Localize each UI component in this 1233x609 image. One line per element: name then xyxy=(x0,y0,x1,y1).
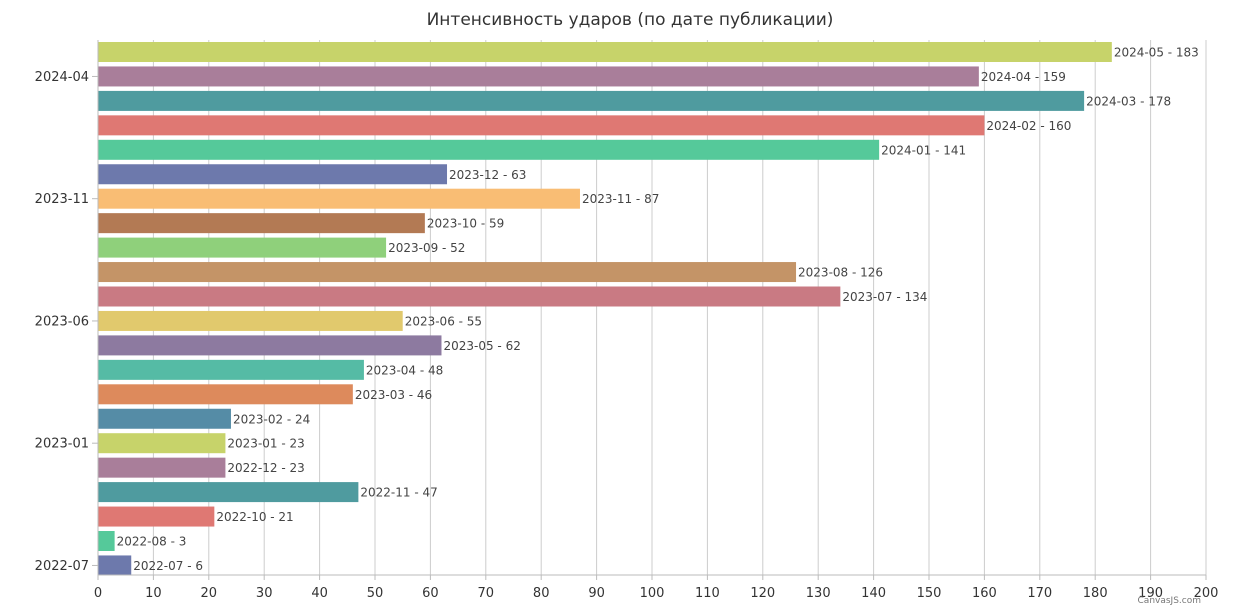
x-tick-label: 40 xyxy=(311,586,328,601)
x-tick-label: 180 xyxy=(1083,586,1108,601)
bar-2023-09[interactable] xyxy=(98,237,387,258)
bar-2023-07[interactable] xyxy=(98,286,841,307)
data-label-2024-01: 2024-01 - 141 xyxy=(881,143,966,157)
data-label-2023-01: 2023-01 - 23 xyxy=(227,437,304,451)
data-label-2023-07: 2023-07 - 134 xyxy=(842,290,927,304)
data-label-2023-09: 2023-09 - 52 xyxy=(388,241,465,255)
y-tick-label: 2024-04 xyxy=(35,70,89,85)
data-label-2022-10: 2022-10 - 21 xyxy=(216,510,293,524)
data-labels: 2024-05 - 183 2024-04 - 159 2024-03 - 178 2… xyxy=(117,46,1199,573)
data-label-2023-06: 2023-06 - 55 xyxy=(405,314,482,328)
data-label-2022-12: 2022-12 - 23 xyxy=(227,461,304,475)
bar-2022-10[interactable] xyxy=(98,506,215,527)
data-label-2022-11: 2022-11 - 47 xyxy=(360,486,437,500)
x-tick-label: 90 xyxy=(588,586,605,601)
bar-2023-10[interactable] xyxy=(98,213,425,234)
bar-2023-02[interactable] xyxy=(98,408,231,429)
bar-2023-04[interactable] xyxy=(98,359,364,380)
bar-2023-01[interactable] xyxy=(98,433,226,454)
x-tick-label: 30 xyxy=(256,586,273,601)
x-tick-label: 100 xyxy=(640,586,665,601)
data-label-2024-02: 2024-02 - 160 xyxy=(986,119,1071,133)
y-tick-label: 2023-01 xyxy=(35,437,89,452)
x-tick-label: 70 xyxy=(478,586,495,601)
x-tick-label: 20 xyxy=(201,586,218,601)
x-tick-label: 130 xyxy=(806,586,831,601)
data-label-2024-05: 2024-05 - 183 xyxy=(1114,46,1199,60)
x-tick-label: 110 xyxy=(695,586,720,601)
x-tick-label: 200 xyxy=(1194,586,1219,601)
bar-2024-05[interactable] xyxy=(98,42,1112,62)
y-axis: 2024-04 2023-11 2023-06 2023-01 2022-07 xyxy=(35,40,99,575)
bar-2022-08[interactable] xyxy=(98,531,115,551)
data-label-2023-12: 2023-12 - 63 xyxy=(449,168,526,182)
bar-2024-01[interactable] xyxy=(98,139,880,160)
data-label-2024-04: 2024-04 - 159 xyxy=(981,70,1066,84)
data-label-2023-03: 2023-03 - 46 xyxy=(355,388,432,402)
x-tick-label: 80 xyxy=(533,586,550,601)
chart-title: Интенсивность ударов (по дате публикации… xyxy=(427,10,834,30)
data-label-2023-04: 2023-04 - 48 xyxy=(366,363,443,377)
x-tick-label: 120 xyxy=(750,586,775,601)
x-tick-label: 50 xyxy=(367,586,384,601)
data-label-2022-08: 2022-08 - 3 xyxy=(117,535,187,549)
y-tick-label: 2023-11 xyxy=(35,192,89,207)
x-axis: 0 10 20 30 40 50 60 70 80 90 100 110 120 130 140 150 160… xyxy=(94,574,1219,601)
bar-2024-02[interactable] xyxy=(98,115,985,136)
data-label-2023-08: 2023-08 - 126 xyxy=(798,266,883,280)
bar-2023-11[interactable] xyxy=(98,188,580,209)
x-tick-label: 140 xyxy=(861,586,886,601)
data-label-2023-05: 2023-05 - 62 xyxy=(443,339,520,353)
data-label-2024-03: 2024-03 - 178 xyxy=(1086,94,1171,108)
x-tick-label: 0 xyxy=(94,586,102,601)
bar-2023-03[interactable] xyxy=(98,384,353,405)
bar-2022-07[interactable] xyxy=(98,555,132,576)
x-tick-label: 160 xyxy=(972,586,997,601)
bar-2023-06[interactable] xyxy=(98,310,403,331)
bar-2024-04[interactable] xyxy=(98,66,979,87)
bar-2022-12[interactable] xyxy=(98,457,226,478)
bars xyxy=(98,42,1112,576)
data-label-2022-07: 2022-07 - 6 xyxy=(133,559,203,573)
x-tick-label: 60 xyxy=(422,586,439,601)
bar-2024-03[interactable] xyxy=(98,90,1085,111)
x-tick-label: 170 xyxy=(1027,586,1052,601)
x-tick-label: 10 xyxy=(145,586,162,601)
credit-text: CanvasJS.com xyxy=(1138,596,1201,606)
bar-2022-11[interactable] xyxy=(98,482,359,503)
y-tick-label: 2022-07 xyxy=(35,559,89,574)
data-label-2023-11: 2023-11 - 87 xyxy=(582,192,659,206)
data-label-2023-02: 2023-02 - 24 xyxy=(233,412,310,426)
x-tick-label: 150 xyxy=(917,586,942,601)
y-tick-label: 2023-06 xyxy=(35,314,89,329)
bar-2023-05[interactable] xyxy=(98,335,442,356)
data-label-2023-10: 2023-10 - 59 xyxy=(427,217,504,231)
bar-2023-08[interactable] xyxy=(98,262,797,283)
bar-2023-12[interactable] xyxy=(98,164,448,185)
x-tick-label: 190 xyxy=(1138,586,1163,601)
